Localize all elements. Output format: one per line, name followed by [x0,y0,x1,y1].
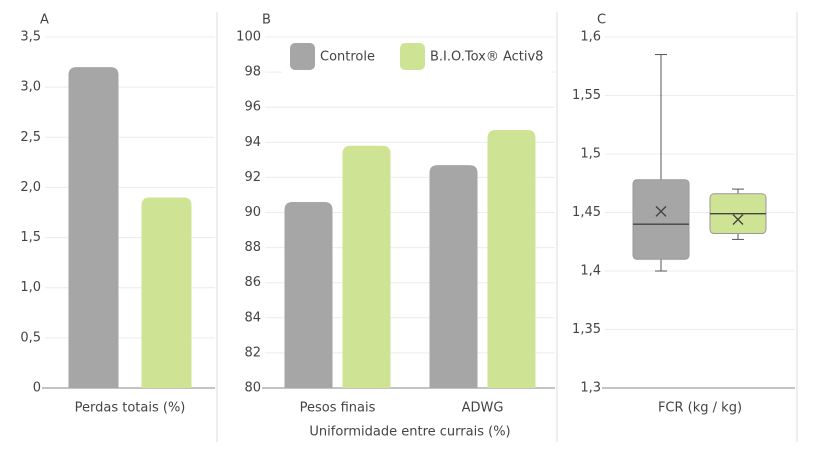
y-tick-label: 1,0 [20,280,41,295]
x-tick-label: ADWG [462,401,504,416]
y-tick-label: 1,5 [580,147,601,162]
bar [68,67,119,388]
x-axis-title: FCR (kg / kg) [658,401,742,416]
y-tick-label: 3,5 [20,30,41,45]
mean-marker [655,205,667,217]
y-tick-label: 100 [236,30,261,45]
x-axis-title: Uniformidade entre currais (%) [309,425,510,440]
bar [284,201,333,388]
y-tick-label: 1,55 [572,88,601,103]
bar [342,145,391,388]
y-tick-label: 1,3 [580,381,601,396]
y-tick-label: 1,45 [572,205,601,220]
x-tick-label: Perdas totais (%) [75,401,186,416]
bar [487,130,536,388]
y-tick-label: 80 [244,381,261,396]
y-tick-label: 0,5 [20,330,41,345]
panel-label: A [40,13,49,28]
box [632,179,690,260]
y-tick-label: 88 [244,240,261,255]
y-tick-label: 1,35 [572,322,601,337]
y-tick-label: 1,6 [580,30,601,45]
y-tick-label: 1,4 [580,264,601,279]
y-tick-label: 96 [244,100,261,115]
y-tick-label: 86 [244,275,261,290]
y-tick-label: 0 [33,381,41,396]
y-tick-label: 84 [244,310,261,325]
y-tick-label: 3,0 [20,80,41,95]
y-tick-label: 2,0 [20,180,41,195]
legend-label: Controle [320,50,375,65]
y-tick-label: 98 [244,65,261,80]
panel-label: C [597,13,606,28]
x-tick-label: Pesos finais [300,401,376,416]
mean-marker [732,214,744,226]
bar [141,197,192,388]
y-tick-label: 92 [244,170,261,185]
y-tick-label: 90 [244,205,261,220]
y-tick-label: 82 [244,345,261,360]
y-tick-label: 94 [244,135,261,150]
y-tick-label: 1,5 [20,230,41,245]
legend-swatch [400,43,425,70]
legend-label: B.I.O.Tox® Activ8 [430,50,543,65]
panel-label: B [262,13,271,28]
legend-swatch [290,43,315,70]
y-tick-label: 2,5 [20,130,41,145]
bar [429,165,478,388]
